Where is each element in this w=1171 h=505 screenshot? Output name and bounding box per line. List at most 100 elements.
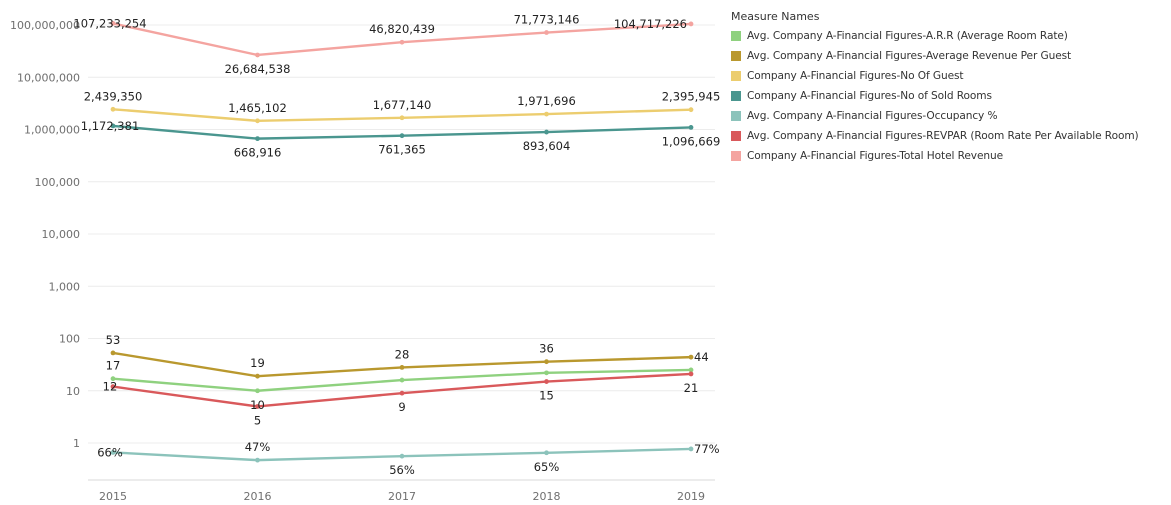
legend-label: Avg. Company A-Financial Figures-Occupan…	[747, 110, 998, 122]
legend-swatch	[731, 131, 741, 141]
data-label: 1,172,381	[81, 119, 140, 133]
data-point[interactable]	[544, 30, 549, 35]
legend-label: Avg. Company A-Financial Figures-A.R.R (…	[747, 30, 1068, 42]
legend-label: Company A-Financial Figures-No Of Guest	[747, 70, 964, 82]
data-label: 2,439,350	[84, 89, 143, 103]
data-point[interactable]	[110, 106, 116, 112]
y-tick-label: 10,000,000	[17, 71, 80, 84]
legend-title: Measure Names	[731, 10, 820, 23]
data-point[interactable]	[544, 370, 549, 376]
data-point[interactable]	[255, 118, 260, 124]
data-label: 65%	[534, 460, 560, 474]
legend-item[interactable]: Company A-Financial Figures-Total Hotel …	[731, 146, 1171, 166]
y-tick-label: 1,000	[49, 280, 81, 293]
data-point[interactable]	[110, 350, 116, 356]
data-label: 5	[254, 413, 261, 427]
legend-item[interactable]: Avg. Company A-Financial Figures-Occupan…	[731, 106, 1171, 126]
data-point[interactable]	[110, 450, 116, 455]
legend-item[interactable]: Avg. Company A-Financial Figures-Average…	[731, 46, 1171, 66]
data-label: 761,365	[378, 143, 426, 157]
x-tick-label: 2016	[244, 490, 272, 503]
data-label: 77%	[694, 442, 720, 456]
data-label: 12	[103, 380, 118, 394]
data-label: 9	[398, 400, 405, 414]
data-label: 1,677,140	[373, 98, 432, 112]
y-tick-label: 10,000	[42, 228, 81, 241]
legend: Measure Names Avg. Company A-Financial F…	[731, 10, 1171, 166]
data-point[interactable]	[110, 384, 116, 390]
x-tick-label: 2017	[388, 490, 416, 503]
data-label: 21	[684, 381, 699, 395]
data-point[interactable]	[688, 367, 694, 373]
data-point[interactable]	[688, 107, 694, 113]
data-label: 2,395,945	[662, 90, 721, 104]
data-point[interactable]	[255, 373, 260, 379]
data-label: 71,773,146	[514, 13, 580, 27]
y-tick-label: 10	[66, 385, 80, 398]
data-point[interactable]	[544, 450, 549, 456]
data-label: 893,604	[523, 139, 571, 153]
data-point[interactable]	[110, 376, 116, 382]
data-point[interactable]	[399, 364, 405, 370]
data-label: 46,820,439	[369, 22, 435, 36]
data-point[interactable]	[688, 354, 694, 360]
legend-item[interactable]: Company A-Financial Figures-No of Sold R…	[731, 86, 1171, 106]
y-axis: 1 10 100 1,000 10,000 100,000 1,000,000 10,000,…	[10, 19, 80, 450]
data-point[interactable]	[110, 123, 116, 129]
x-tick-label: 2015	[99, 490, 127, 503]
data-label: 1,971,696	[517, 94, 576, 108]
data-label: 17	[106, 359, 121, 373]
data-label: 15	[539, 389, 554, 403]
data-point[interactable]	[255, 457, 260, 463]
data-point[interactable]	[255, 404, 260, 409]
y-tick-label: 100,000,000	[10, 19, 80, 32]
data-point[interactable]	[110, 21, 116, 26]
data-point[interactable]	[255, 136, 260, 142]
x-tick-label: 2019	[677, 490, 705, 503]
y-tick-label: 100,000	[35, 176, 81, 189]
data-point[interactable]	[544, 111, 549, 117]
data-point[interactable]	[399, 39, 405, 45]
legend-swatch	[731, 111, 741, 121]
legend-swatch	[731, 151, 741, 161]
data-point[interactable]	[399, 453, 405, 459]
data-point[interactable]	[399, 115, 405, 121]
data-label: 668,916	[234, 146, 282, 160]
data-label: 19	[250, 356, 265, 370]
legend-item[interactable]: Company A-Financial Figures-No Of Guest	[731, 66, 1171, 86]
data-label: 28	[395, 347, 410, 361]
data-label: 44	[694, 350, 709, 364]
data-point[interactable]	[688, 21, 694, 27]
data-point[interactable]	[399, 133, 405, 139]
data-point[interactable]	[544, 129, 549, 135]
data-label: 26,684,538	[225, 62, 291, 76]
data-point[interactable]	[255, 52, 260, 58]
x-axis: 2015 2016 2017 2018 2019	[88, 479, 715, 503]
legend-item[interactable]: Avg. Company A-Financial Figures-REVPAR …	[731, 126, 1171, 146]
y-tick-label: 100	[59, 333, 80, 346]
legend-item[interactable]: Avg. Company A-Financial Figures-A.R.R (…	[731, 26, 1171, 46]
data-point[interactable]	[688, 371, 694, 377]
legend-swatch	[731, 31, 741, 41]
data-label: 47%	[245, 440, 271, 454]
legend-label: Company A-Financial Figures-No of Sold R…	[747, 90, 992, 102]
data-label: 104,717,226	[614, 17, 687, 31]
data-point[interactable]	[399, 377, 405, 383]
data-label: 10	[250, 398, 265, 412]
gridlines	[88, 24, 715, 444]
data-point[interactable]	[688, 125, 694, 130]
data-label: 56%	[389, 463, 415, 477]
data-label: 53	[106, 333, 121, 347]
data-label: 36	[539, 342, 554, 356]
data-point[interactable]	[255, 388, 260, 394]
data-point[interactable]	[544, 379, 549, 384]
data-point[interactable]	[544, 359, 549, 365]
legend-label: Company A-Financial Figures-Total Hotel …	[747, 150, 1004, 162]
data-label: 66%	[97, 445, 123, 459]
series-lines	[110, 21, 694, 463]
data-point[interactable]	[688, 446, 694, 452]
legend-label: Avg. Company A-Financial Figures-Average…	[747, 50, 1072, 62]
data-point[interactable]	[399, 390, 405, 396]
